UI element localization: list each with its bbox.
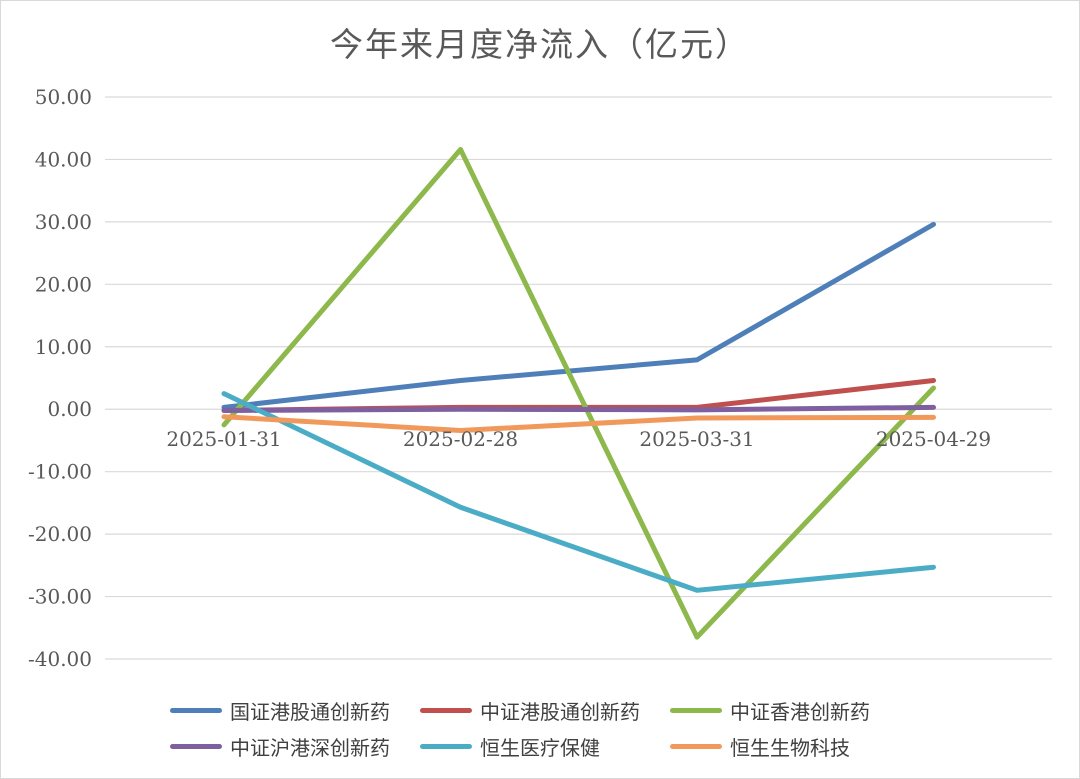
gridlines: [105, 96, 1052, 660]
legend-row: 中证沪港深创新药 恒生医疗保健 恒生生物科技: [170, 728, 930, 764]
series-lines: [221, 146, 936, 640]
x-tick-label: 2025-02-28: [403, 427, 518, 451]
legend-label: 恒生生物科技: [730, 735, 850, 760]
legend-swatch: [670, 707, 722, 713]
legend-label: 中证沪港深创新药: [230, 735, 390, 760]
series-line-6: [221, 414, 936, 433]
legend-item: 中证港股通创新药: [420, 696, 670, 725]
legend-swatch: [170, 743, 222, 749]
y-tick-label: 0.00: [47, 397, 92, 421]
legend-item: 中证沪港深创新药: [170, 732, 420, 761]
y-tick-label: 10.00: [35, 335, 92, 359]
series-line-4: [221, 404, 936, 413]
x-tick-label: 2025-03-31: [639, 427, 754, 451]
y-tick-label: -20.00: [28, 522, 92, 546]
chart-title: 今年来月度净流入（亿元）: [330, 25, 750, 64]
legend-item: 恒生生物科技: [670, 732, 920, 761]
legend-row: 国证港股通创新药 中证港股通创新药 中证香港创新药: [170, 692, 930, 728]
y-tick-label: -10.00: [28, 460, 92, 484]
y-tick-label: 50.00: [35, 85, 92, 109]
y-axis-ticks: 50.00 40.00 30.00 20.00 10.00 0.00 -10.00 -20.0…: [28, 85, 92, 671]
legend-label: 国证港股通创新药: [230, 699, 390, 724]
legend-item: 中证香港创新药: [670, 696, 920, 725]
legend: 国证港股通创新药 中证港股通创新药 中证香港创新药中证沪港深创新药 恒生医疗保健 恒生生…: [170, 692, 930, 764]
legend-swatch: [420, 743, 472, 749]
legend-label: 中证港股通创新药: [480, 699, 640, 724]
y-tick-label: 20.00: [35, 272, 92, 296]
series-line-5: [221, 391, 936, 593]
legend-swatch: [670, 743, 722, 749]
x-axis-ticks: 2025-01-31 2025-02-28 2025-03-31 2025-04-29: [166, 427, 991, 451]
legend-label: 中证香港创新药: [730, 699, 870, 724]
series-line-1: [221, 221, 936, 410]
y-tick-label: 30.00: [35, 210, 92, 234]
legend-swatch: [420, 707, 472, 713]
y-tick-label: -40.00: [28, 647, 92, 671]
legend-swatch: [170, 707, 222, 713]
y-tick-label: 40.00: [35, 147, 92, 171]
legend-item: 恒生医疗保健: [420, 732, 670, 761]
y-tick-label: -30.00: [28, 585, 92, 609]
x-tick-label: 2025-04-29: [876, 427, 991, 451]
series-line-3: [221, 146, 936, 640]
legend-label: 恒生医疗保健: [480, 735, 600, 760]
legend-item: 国证港股通创新药: [170, 696, 420, 725]
x-tick-label: 2025-01-31: [166, 427, 281, 451]
